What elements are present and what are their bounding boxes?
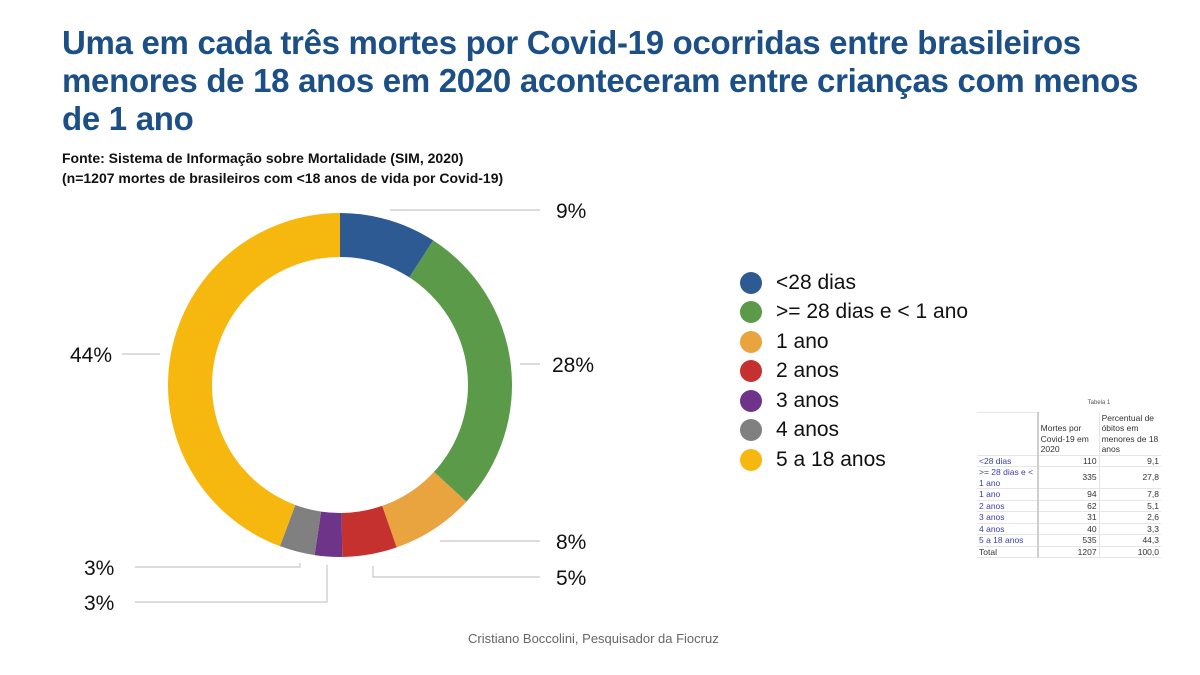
legend-item: 4 anos: [740, 416, 968, 446]
donut-slice: [409, 240, 512, 502]
legend-label: 5 a 18 anos: [776, 447, 886, 471]
table-header-row: Mortes por Covid-19 em 2020 Percentual d…: [977, 412, 1161, 456]
table-cell-label: 5 a 18 anos: [977, 534, 1038, 547]
legend-swatch: [740, 389, 762, 412]
legend-swatch: [740, 448, 762, 471]
leader-line: [135, 565, 328, 603]
legend-swatch: [740, 360, 762, 383]
table-cell-deaths: 31: [1036, 511, 1100, 524]
table-row: <28 dias 110 9,1: [977, 455, 1161, 467]
legend-item: <28 dias: [740, 268, 968, 298]
table-cell-label: <28 dias: [977, 455, 1038, 467]
source-line-2: (n=1207 mortes de brasileiros com <18 an…: [62, 170, 504, 186]
table-cell-pct: 3,3: [1098, 523, 1161, 535]
table-cell-deaths: 110: [1036, 455, 1100, 467]
table-row: 4 anos 40 3,3: [977, 523, 1161, 535]
table-cell-deaths: 335: [1036, 466, 1100, 489]
table-cell-label: 3 anos: [977, 511, 1038, 524]
chart-source: Fonte: Sistema de Informação sobre Morta…: [62, 148, 503, 188]
table-header: Percentual de óbitos em menores de 18 an…: [1098, 412, 1161, 456]
table-cell-pct: 27,8: [1098, 466, 1161, 489]
table-row: 3 anos 31 2,6: [977, 511, 1161, 524]
data-label: 5%: [556, 567, 586, 590]
donut-slice: [314, 511, 343, 557]
legend-label: <28 dias: [776, 270, 856, 294]
chart-title: Uma em cada três mortes por Covid-19 oco…: [62, 24, 1139, 137]
author-credit: Cristiano Boccolini, Pesquisador da Fioc…: [468, 631, 719, 646]
table-cell-label: >= 28 dias e < 1 ano: [977, 466, 1038, 489]
table-cell-label: 1 ano: [977, 488, 1038, 501]
table-cell-pct: 100,0: [1098, 546, 1161, 558]
chart-legend: <28 dias >= 28 dias e < 1 ano 1 ano 2 an…: [740, 268, 968, 475]
table-cell-label: 4 anos: [977, 523, 1038, 535]
data-label: 44%: [70, 344, 112, 367]
table-cell-label: Total: [977, 546, 1038, 558]
table-cell-deaths: 62: [1036, 500, 1100, 512]
table-cell-deaths: 535: [1036, 534, 1100, 547]
legend-label: 2 anos: [776, 359, 840, 383]
leader-line: [135, 563, 301, 568]
legend-label: 3 anos: [776, 388, 840, 412]
donut-slice: [279, 504, 322, 556]
table-cell-deaths: 1207: [1036, 546, 1100, 558]
table-cell-deaths: 94: [1036, 488, 1100, 501]
table-cell-deaths: 40: [1036, 523, 1100, 535]
donut-slice: [340, 213, 434, 278]
table-cell-label: 2 anos: [977, 500, 1038, 512]
table-row: 5 a 18 anos 535 44,3: [977, 534, 1161, 547]
table-total-row: Total 1207 100,0: [977, 546, 1161, 558]
leader-line: [372, 566, 540, 578]
table-cell-pct: 44,3: [1098, 534, 1161, 547]
donut-slice: [341, 505, 397, 557]
legend-item: >= 28 dias e < 1 ano: [740, 298, 968, 328]
source-line-1: Fonte: Sistema de Informação sobre Morta…: [62, 150, 464, 166]
legend-item: 3 anos: [740, 386, 968, 416]
data-label: 3%: [84, 557, 114, 580]
table-cell-pct: 7,8: [1098, 488, 1161, 501]
table-row: 1 ano 94 7,8: [977, 488, 1161, 501]
data-label: 28%: [552, 354, 594, 377]
legend-swatch: [740, 419, 762, 442]
legend-item: 5 a 18 anos: [740, 445, 968, 475]
legend-label: 1 ano: [776, 329, 829, 353]
data-label: 9%: [556, 200, 586, 223]
table-row: 2 anos 62 5,1: [977, 500, 1161, 512]
data-label: 3%: [84, 592, 114, 615]
legend-item: 2 anos: [740, 357, 968, 387]
donut-slice: [382, 471, 467, 548]
legend-swatch: [740, 271, 762, 294]
donut-slice: [167, 213, 340, 547]
legend-swatch: [740, 330, 762, 353]
table-caption: Tabela 1: [1087, 400, 1111, 406]
table-cell-pct: 5,1: [1098, 500, 1161, 512]
data-table: Tabela 1 Mortes por Covid-19 em 2020 Per…: [977, 400, 1161, 558]
table-header: [977, 412, 1038, 456]
legend-item: 1 ano: [740, 327, 968, 357]
legend-label: 4 anos: [776, 418, 840, 442]
legend-label: >= 28 dias e < 1 ano: [776, 300, 969, 324]
legend-swatch: [740, 301, 762, 324]
data-label: 8%: [556, 531, 586, 554]
table-cell-pct: 9,1: [1098, 455, 1161, 467]
table-cell-pct: 2,6: [1098, 511, 1161, 524]
table-header: Mortes por Covid-19 em 2020: [1036, 412, 1100, 456]
table-row: >= 28 dias e < 1 ano 335 27,8: [977, 466, 1161, 489]
